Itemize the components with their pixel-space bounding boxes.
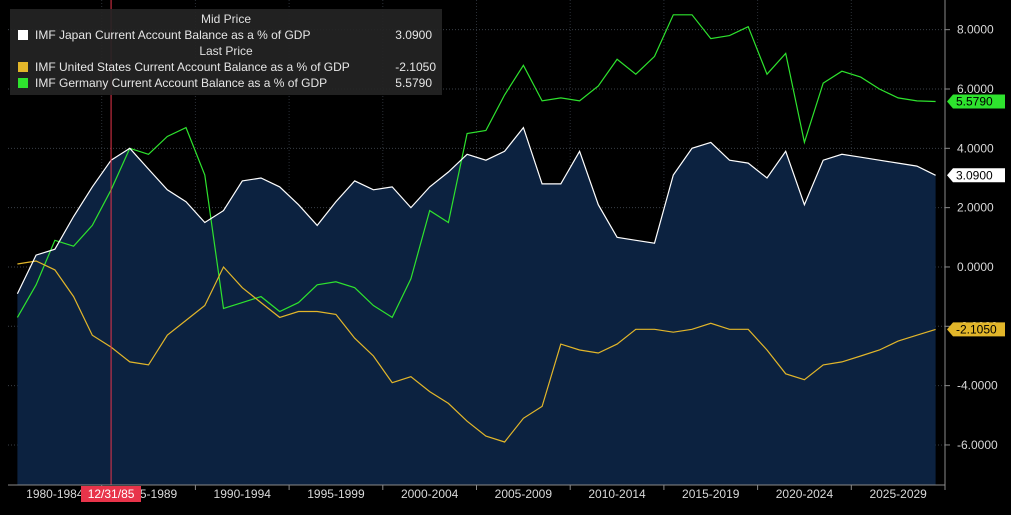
date-marker-label[interactable]: 12/31/85 xyxy=(81,486,142,502)
series-lines xyxy=(16,14,936,443)
legend-row-germany[interactable]: IMF Germany Current Account Balance as a… xyxy=(18,75,438,91)
legend-swatch-us xyxy=(18,62,28,72)
x-tick-label-8: 2020-2024 xyxy=(776,487,834,501)
y-tick-label-6: -4.0000 xyxy=(957,379,998,393)
last-value-tag-bg-2 xyxy=(947,322,1005,337)
x-tick-label-2: 1990-1994 xyxy=(214,487,272,501)
last-value-tag-text-0: 5.5790 xyxy=(956,94,993,108)
x-tick-label-6: 2010-2014 xyxy=(588,487,646,501)
line-japan xyxy=(16,126,936,294)
legend-value-us: -2.1050 xyxy=(395,60,436,74)
japan-area-fill xyxy=(17,127,936,485)
last-value-tag-bg-1 xyxy=(947,168,1005,183)
x-tick-label-7: 2015-2019 xyxy=(682,487,740,501)
y-tick-label-2: 4.0000 xyxy=(957,141,994,155)
last-value-tag-bg-0 xyxy=(947,94,1005,109)
legend-panel: Mid Price IMF Japan Current Account Bala… xyxy=(10,9,442,95)
legend-row-us[interactable]: IMF United States Current Account Balanc… xyxy=(18,59,438,75)
y-tick-label-4: 0.0000 xyxy=(957,260,994,274)
x-tick-label-9: 2025-2029 xyxy=(869,487,927,501)
x-tick-label-5: 2005-2009 xyxy=(495,487,553,501)
last-value-tag-0: 5.5790 xyxy=(947,94,1005,109)
legend-header-mid: Mid Price xyxy=(200,12,251,26)
legend-swatch-germany xyxy=(18,78,28,88)
legend-value-japan: 3.0900 xyxy=(395,28,432,42)
y-tick-label-3: 2.0000 xyxy=(957,201,994,215)
last-value-tag-2: -2.1050 xyxy=(947,322,1005,337)
last-value-tag-text-2: -2.1050 xyxy=(956,322,997,336)
line-us xyxy=(17,260,936,443)
x-tick-label-0: 1980-1984 xyxy=(26,487,84,501)
y-axis: 8.00006.00004.00002.00000.0000-2.0000-4.… xyxy=(944,0,1005,485)
legend-swatch-japan xyxy=(18,30,28,40)
last-value-tag-text-1: 3.0900 xyxy=(956,168,993,182)
x-tick-label-3: 1995-1999 xyxy=(307,487,365,501)
y-tick-label-7: -6.0000 xyxy=(957,438,998,452)
legend-label-germany: IMF Germany Current Account Balance as a… xyxy=(35,76,328,90)
x-tick-label-4: 2000-2004 xyxy=(401,487,459,501)
last-value-tag-1: 3.0900 xyxy=(947,168,1005,183)
legend-label-us: IMF United States Current Account Balanc… xyxy=(35,60,350,74)
legend-row-japan[interactable]: IMF Japan Current Account Balance as a %… xyxy=(18,27,438,43)
legend-value-germany: 5.5790 xyxy=(395,76,432,90)
x-axis: 1980-1984 1985-1989 1990-1994 1995-1999 2000… xyxy=(8,484,946,501)
legend-label-japan: IMF Japan Current Account Balance as a %… xyxy=(35,28,311,42)
japan-area xyxy=(17,127,936,485)
y-tick-label-1: 6.0000 xyxy=(957,82,994,96)
legend-header-last: Last Price xyxy=(199,44,253,58)
y-tick-label-0: 8.0000 xyxy=(957,23,994,37)
line-germany xyxy=(16,14,936,319)
